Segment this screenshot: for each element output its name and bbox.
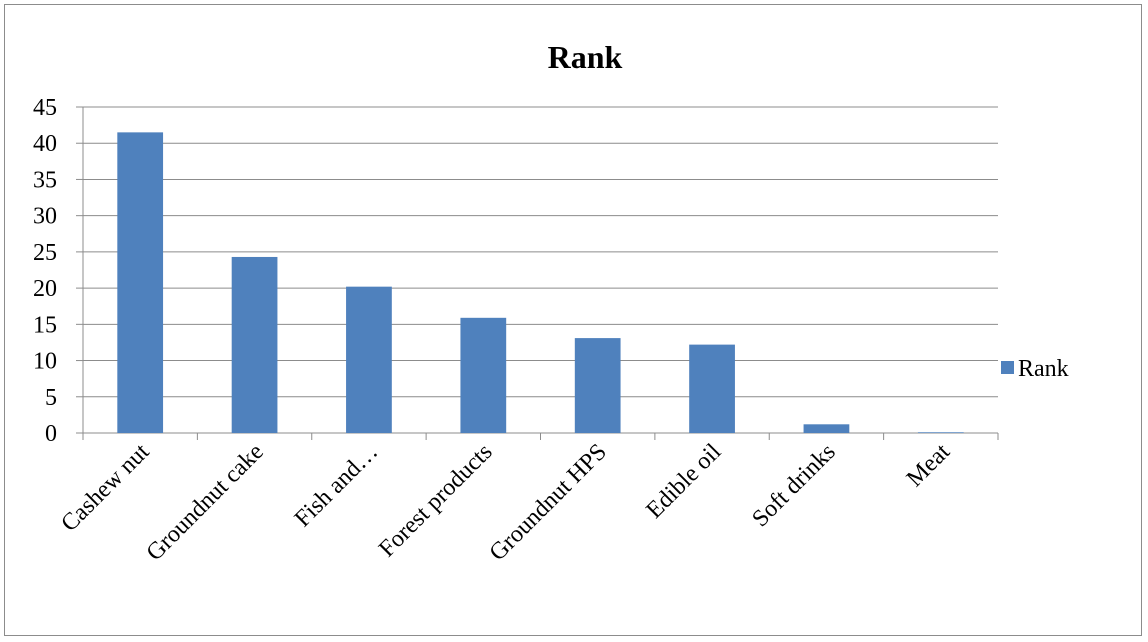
y-tick-label: 20 bbox=[33, 276, 57, 302]
x-tick-label: Groundnut cake bbox=[142, 439, 269, 566]
y-tick-label: 15 bbox=[33, 312, 57, 338]
bar bbox=[689, 344, 735, 433]
legend-swatch-rank bbox=[1001, 361, 1014, 374]
bar bbox=[231, 256, 278, 433]
x-tick-label: Forest products bbox=[374, 439, 498, 563]
bar bbox=[346, 286, 392, 433]
y-tick-label: 40 bbox=[33, 131, 57, 157]
y-tick-label: 10 bbox=[33, 349, 57, 375]
bar bbox=[460, 317, 507, 433]
x-tick-label: Fish and… bbox=[290, 439, 383, 532]
y-tick-label: 30 bbox=[33, 204, 57, 230]
axes bbox=[76, 106, 999, 440]
y-tick-label: 25 bbox=[33, 240, 57, 266]
y-axis-tick-labels: 0 5 10 15 20 25 30 35 40 45 bbox=[33, 95, 57, 447]
y-tick-label: 5 bbox=[45, 385, 57, 411]
y-tick-label: 0 bbox=[45, 421, 57, 447]
bar bbox=[574, 338, 621, 433]
x-tick-label: Cashew nut bbox=[56, 439, 154, 537]
legend-label-rank: Rank bbox=[1018, 356, 1069, 382]
x-tick-label: Soft drinks bbox=[747, 439, 840, 532]
bar bbox=[117, 132, 164, 433]
x-tick-label: Meat bbox=[902, 439, 955, 492]
legend: Rank bbox=[1001, 356, 1069, 382]
y-tick-label: 35 bbox=[33, 167, 57, 193]
chart-title: Rank bbox=[548, 39, 623, 75]
gridlines bbox=[83, 106, 998, 398]
bars bbox=[117, 132, 964, 433]
y-tick-label: 45 bbox=[33, 95, 57, 121]
bar bbox=[917, 432, 964, 433]
bar bbox=[803, 424, 850, 433]
x-tick-label: Edible oil bbox=[641, 439, 726, 524]
x-tick-label: Groundnut HPS bbox=[485, 439, 612, 566]
chart-frame bbox=[4, 4, 1142, 636]
